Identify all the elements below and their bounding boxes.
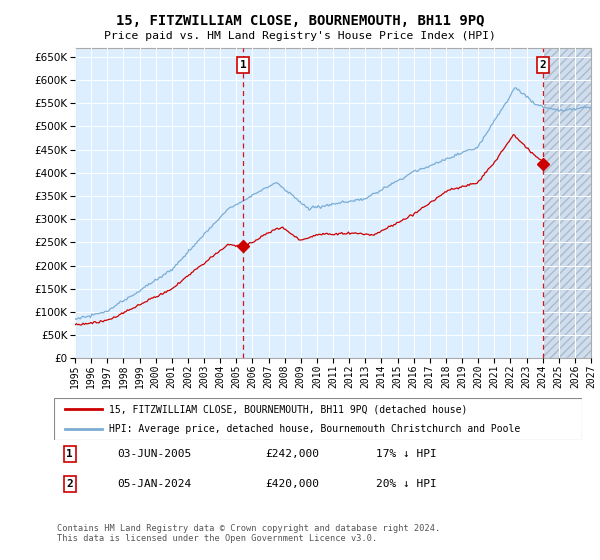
- Text: £242,000: £242,000: [265, 449, 319, 459]
- Text: 03-JUN-2005: 03-JUN-2005: [118, 449, 191, 459]
- Text: 15, FITZWILLIAM CLOSE, BOURNEMOUTH, BH11 9PQ: 15, FITZWILLIAM CLOSE, BOURNEMOUTH, BH11…: [116, 14, 484, 28]
- Text: 05-JAN-2024: 05-JAN-2024: [118, 479, 191, 489]
- Text: HPI: Average price, detached house, Bournemouth Christchurch and Poole: HPI: Average price, detached house, Bour…: [109, 424, 521, 434]
- Text: 1: 1: [67, 449, 73, 459]
- Text: 20% ↓ HPI: 20% ↓ HPI: [376, 479, 437, 489]
- Text: 2: 2: [67, 479, 73, 489]
- Text: Contains HM Land Registry data © Crown copyright and database right 2024.
This d: Contains HM Land Registry data © Crown c…: [57, 524, 440, 543]
- Text: Price paid vs. HM Land Registry's House Price Index (HPI): Price paid vs. HM Land Registry's House …: [104, 31, 496, 41]
- Text: 17% ↓ HPI: 17% ↓ HPI: [376, 449, 437, 459]
- Text: 2: 2: [539, 60, 546, 70]
- Text: 15, FITZWILLIAM CLOSE, BOURNEMOUTH, BH11 9PQ (detached house): 15, FITZWILLIAM CLOSE, BOURNEMOUTH, BH11…: [109, 404, 468, 414]
- Text: 1: 1: [239, 60, 247, 70]
- Bar: [543, 48, 591, 358]
- Text: £420,000: £420,000: [265, 479, 319, 489]
